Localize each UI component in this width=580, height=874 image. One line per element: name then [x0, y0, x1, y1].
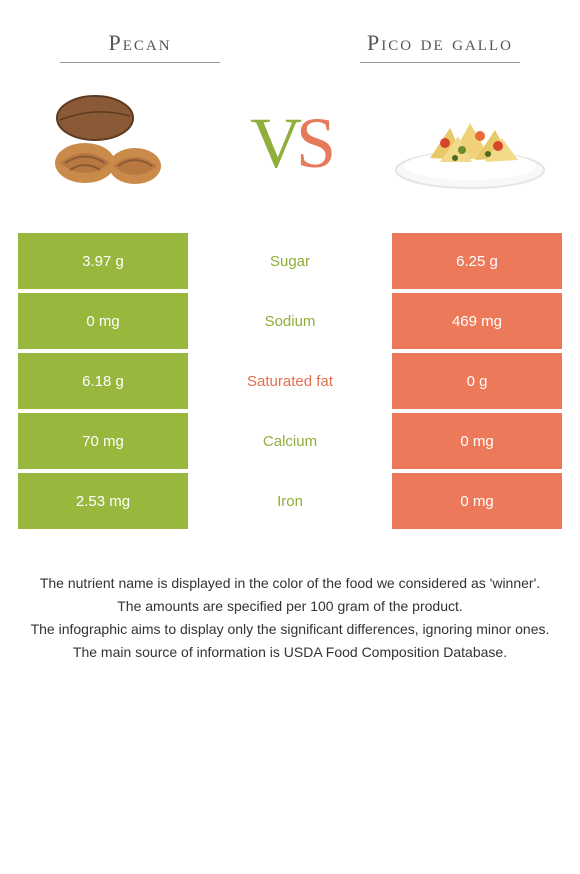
left-value: 70 mg: [18, 413, 188, 469]
footer-line: The infographic aims to display only the…: [20, 619, 560, 640]
left-food-image: [30, 83, 190, 203]
vs-s: S: [296, 103, 330, 183]
vs-label: VS: [250, 102, 330, 185]
nutrient-label: Sugar: [188, 233, 392, 289]
table-row: 70 mg Calcium 0 mg: [18, 413, 562, 469]
left-title-col: Pecan: [30, 30, 250, 63]
right-value: 0 g: [392, 353, 562, 409]
left-food-title: Pecan: [60, 30, 220, 63]
right-food-title: Pico de gallo: [360, 30, 520, 63]
footer-notes: The nutrient name is displayed in the co…: [0, 533, 580, 663]
footer-line: The nutrient name is displayed in the co…: [20, 573, 560, 594]
right-value: 0 mg: [392, 413, 562, 469]
table-row: 3.97 g Sugar 6.25 g: [18, 233, 562, 289]
nutrient-label: Calcium: [188, 413, 392, 469]
compare-row: VS: [0, 73, 580, 233]
left-value: 0 mg: [18, 293, 188, 349]
left-value: 6.18 g: [18, 353, 188, 409]
right-title-col: Pico de gallo: [330, 30, 550, 63]
vs-v: V: [250, 103, 296, 183]
right-value: 6.25 g: [392, 233, 562, 289]
table-row: 0 mg Sodium 469 mg: [18, 293, 562, 349]
nutrient-table: 3.97 g Sugar 6.25 g 0 mg Sodium 469 mg 6…: [0, 233, 580, 529]
pecan-icon: [35, 88, 185, 198]
left-value: 3.97 g: [18, 233, 188, 289]
pico-de-gallo-icon: [390, 88, 550, 198]
footer-line: The amounts are specified per 100 gram o…: [20, 596, 560, 617]
right-food-image: [390, 83, 550, 203]
table-row: 6.18 g Saturated fat 0 g: [18, 353, 562, 409]
nutrient-label: Saturated fat: [188, 353, 392, 409]
nutrient-label: Iron: [188, 473, 392, 529]
table-row: 2.53 mg Iron 0 mg: [18, 473, 562, 529]
right-value: 0 mg: [392, 473, 562, 529]
nutrient-label: Sodium: [188, 293, 392, 349]
left-value: 2.53 mg: [18, 473, 188, 529]
footer-line: The main source of information is USDA F…: [20, 642, 560, 663]
right-value: 469 mg: [392, 293, 562, 349]
header-titles: Pecan Pico de gallo: [0, 0, 580, 73]
